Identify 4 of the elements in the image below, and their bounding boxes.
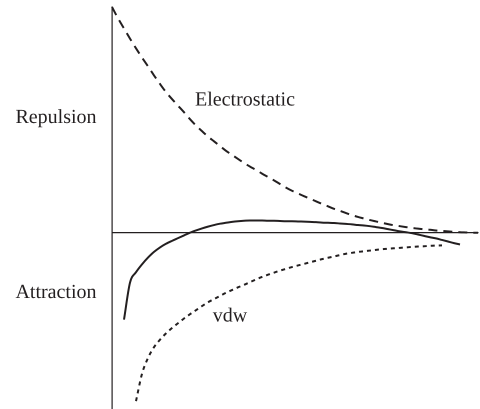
text: Attraction [15, 280, 97, 303]
series-label: vdw [212, 304, 248, 326]
text: Repulsion [15, 106, 97, 128]
series-label: Electrostatic [195, 88, 296, 110]
